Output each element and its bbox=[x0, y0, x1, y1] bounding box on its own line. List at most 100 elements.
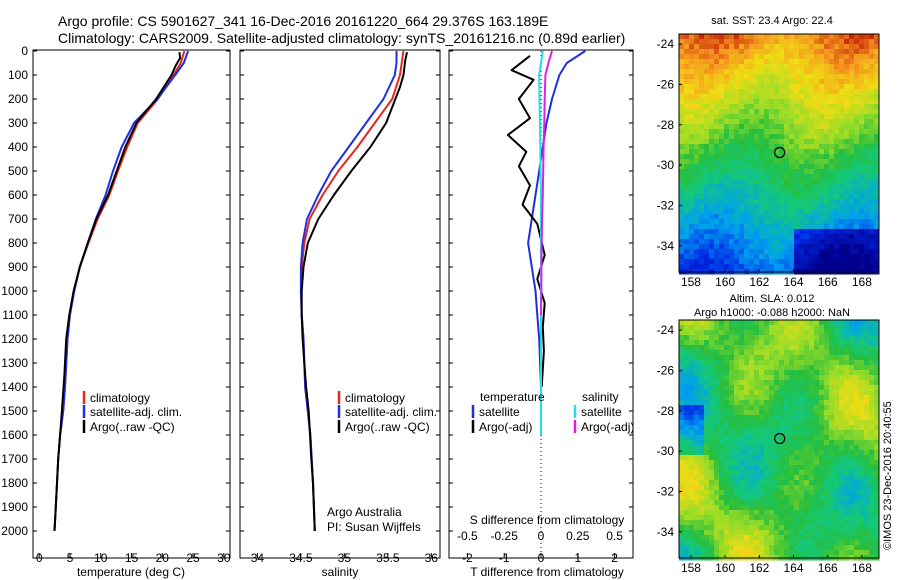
map-cell bbox=[804, 69, 810, 75]
map-cell bbox=[844, 179, 850, 185]
map-cell bbox=[744, 550, 750, 556]
map-cell bbox=[854, 320, 860, 326]
map-cell bbox=[859, 390, 865, 396]
map-cell bbox=[689, 520, 695, 526]
map-cell bbox=[864, 74, 870, 80]
map-cell bbox=[804, 400, 810, 406]
map-cell bbox=[824, 490, 830, 496]
map-cell bbox=[779, 129, 785, 135]
map-cell bbox=[684, 159, 690, 165]
map-cell bbox=[859, 325, 865, 331]
temperature-xtick-label: 15 bbox=[125, 551, 139, 565]
map-cell bbox=[774, 400, 780, 406]
map-cell bbox=[819, 104, 825, 110]
map-cell bbox=[704, 355, 710, 361]
map-cell bbox=[729, 525, 735, 531]
legend-label-climatology: climatology bbox=[345, 391, 405, 405]
map-cell bbox=[784, 239, 790, 245]
map-cell bbox=[784, 74, 790, 80]
map-cell bbox=[784, 174, 790, 180]
map-cell bbox=[689, 320, 695, 326]
map-cell bbox=[874, 239, 880, 245]
map-cell bbox=[829, 144, 835, 150]
map-cell bbox=[819, 159, 825, 165]
map-cell bbox=[854, 500, 860, 506]
map-cell bbox=[729, 124, 735, 130]
difference-xtick-label: 0 bbox=[538, 551, 545, 565]
map-cell bbox=[689, 64, 695, 70]
map-cell bbox=[744, 104, 750, 110]
map-cell bbox=[779, 189, 785, 195]
map-cell bbox=[824, 385, 830, 391]
map-cell bbox=[724, 154, 730, 160]
map-cell bbox=[779, 540, 785, 546]
map-cell bbox=[704, 360, 710, 366]
map-cell bbox=[764, 74, 770, 80]
map-cell bbox=[734, 365, 740, 371]
map-cell bbox=[779, 179, 785, 185]
map-cell bbox=[829, 415, 835, 421]
map-cell bbox=[734, 325, 740, 331]
map-cell bbox=[799, 350, 805, 356]
map-cell bbox=[804, 229, 810, 235]
map-cell bbox=[679, 345, 685, 351]
map-cell bbox=[789, 89, 795, 95]
salinity-xtick-label: 36 bbox=[425, 551, 439, 565]
map-cell bbox=[754, 174, 760, 180]
map-cell bbox=[804, 395, 810, 401]
map-cell bbox=[709, 174, 715, 180]
map-cell bbox=[769, 335, 775, 341]
map-cell bbox=[814, 330, 820, 336]
map-cell bbox=[724, 505, 730, 511]
map-cell bbox=[724, 164, 730, 170]
map-cell bbox=[699, 54, 705, 60]
map-cell bbox=[864, 540, 870, 546]
map-cell bbox=[864, 400, 870, 406]
map-cell bbox=[779, 365, 785, 371]
map-cell bbox=[799, 465, 805, 471]
map-cell bbox=[799, 485, 805, 491]
map-cell bbox=[679, 134, 685, 140]
map-cell bbox=[684, 445, 690, 451]
map-cell bbox=[794, 104, 800, 110]
map-cell bbox=[869, 244, 875, 250]
figure-title-line2: Climatology: CARS2009. Satellite-adjuste… bbox=[58, 30, 625, 46]
map-cell bbox=[799, 189, 805, 195]
map-cell bbox=[859, 395, 865, 401]
map-cell bbox=[839, 450, 845, 456]
map-cell bbox=[854, 340, 860, 346]
map-cell bbox=[804, 64, 810, 70]
map-cell bbox=[684, 430, 690, 436]
map-cell bbox=[689, 229, 695, 235]
depth-tick-label: 900 bbox=[8, 260, 28, 274]
map-cell bbox=[819, 134, 825, 140]
map-cell bbox=[689, 59, 695, 65]
map-cell bbox=[744, 520, 750, 526]
map-cell bbox=[734, 164, 740, 170]
map-cell bbox=[804, 179, 810, 185]
map-cell bbox=[729, 370, 735, 376]
temperature-xtick-label: 30 bbox=[217, 551, 231, 565]
map-cell bbox=[694, 515, 700, 521]
map-cell bbox=[814, 510, 820, 516]
map-cell bbox=[784, 154, 790, 160]
map-cell bbox=[709, 485, 715, 491]
map-cell bbox=[769, 129, 775, 135]
map-cell bbox=[804, 430, 810, 436]
map-cell bbox=[844, 350, 850, 356]
map-cell bbox=[749, 124, 755, 130]
map-cell bbox=[689, 69, 695, 75]
map-cell bbox=[869, 410, 875, 416]
map-cell bbox=[734, 405, 740, 411]
map-cell bbox=[834, 189, 840, 195]
map-cell bbox=[709, 104, 715, 110]
map-cell bbox=[844, 169, 850, 175]
map-cell bbox=[819, 64, 825, 70]
map-cell bbox=[854, 239, 860, 245]
map-cell bbox=[749, 39, 755, 45]
map-cell bbox=[799, 420, 805, 426]
map-cell bbox=[724, 370, 730, 376]
map-cell bbox=[764, 34, 770, 40]
map-cell bbox=[794, 229, 800, 235]
map-cell bbox=[694, 365, 700, 371]
